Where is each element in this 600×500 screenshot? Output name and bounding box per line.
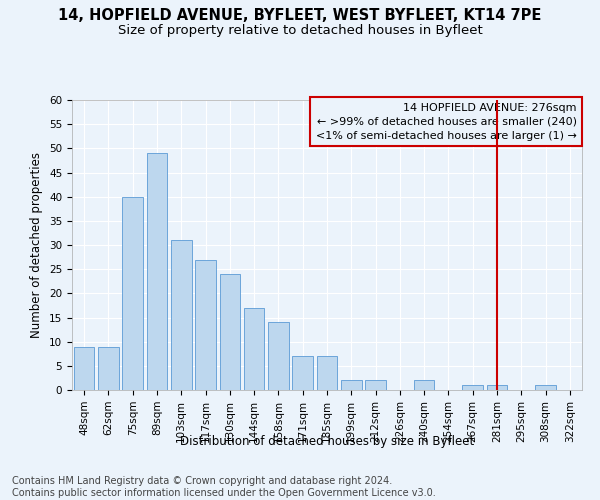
Bar bbox=[292, 356, 313, 390]
Y-axis label: Number of detached properties: Number of detached properties bbox=[31, 152, 43, 338]
Bar bbox=[74, 346, 94, 390]
Bar bbox=[268, 322, 289, 390]
Bar bbox=[98, 346, 119, 390]
Bar bbox=[122, 196, 143, 390]
Text: Contains HM Land Registry data © Crown copyright and database right 2024.
Contai: Contains HM Land Registry data © Crown c… bbox=[12, 476, 436, 498]
Bar bbox=[146, 153, 167, 390]
Text: Size of property relative to detached houses in Byfleet: Size of property relative to detached ho… bbox=[118, 24, 482, 37]
Bar bbox=[365, 380, 386, 390]
Text: 14, HOPFIELD AVENUE, BYFLEET, WEST BYFLEET, KT14 7PE: 14, HOPFIELD AVENUE, BYFLEET, WEST BYFLE… bbox=[58, 8, 542, 22]
Bar bbox=[195, 260, 216, 390]
Bar bbox=[317, 356, 337, 390]
Bar bbox=[171, 240, 191, 390]
Bar bbox=[487, 385, 508, 390]
Text: 14 HOPFIELD AVENUE: 276sqm
← >99% of detached houses are smaller (240)
<1% of se: 14 HOPFIELD AVENUE: 276sqm ← >99% of det… bbox=[316, 103, 577, 141]
Bar bbox=[341, 380, 362, 390]
Bar bbox=[220, 274, 240, 390]
Bar bbox=[244, 308, 265, 390]
Bar bbox=[414, 380, 434, 390]
Bar bbox=[463, 385, 483, 390]
Text: Distribution of detached houses by size in Byfleet: Distribution of detached houses by size … bbox=[180, 435, 474, 448]
Bar bbox=[535, 385, 556, 390]
